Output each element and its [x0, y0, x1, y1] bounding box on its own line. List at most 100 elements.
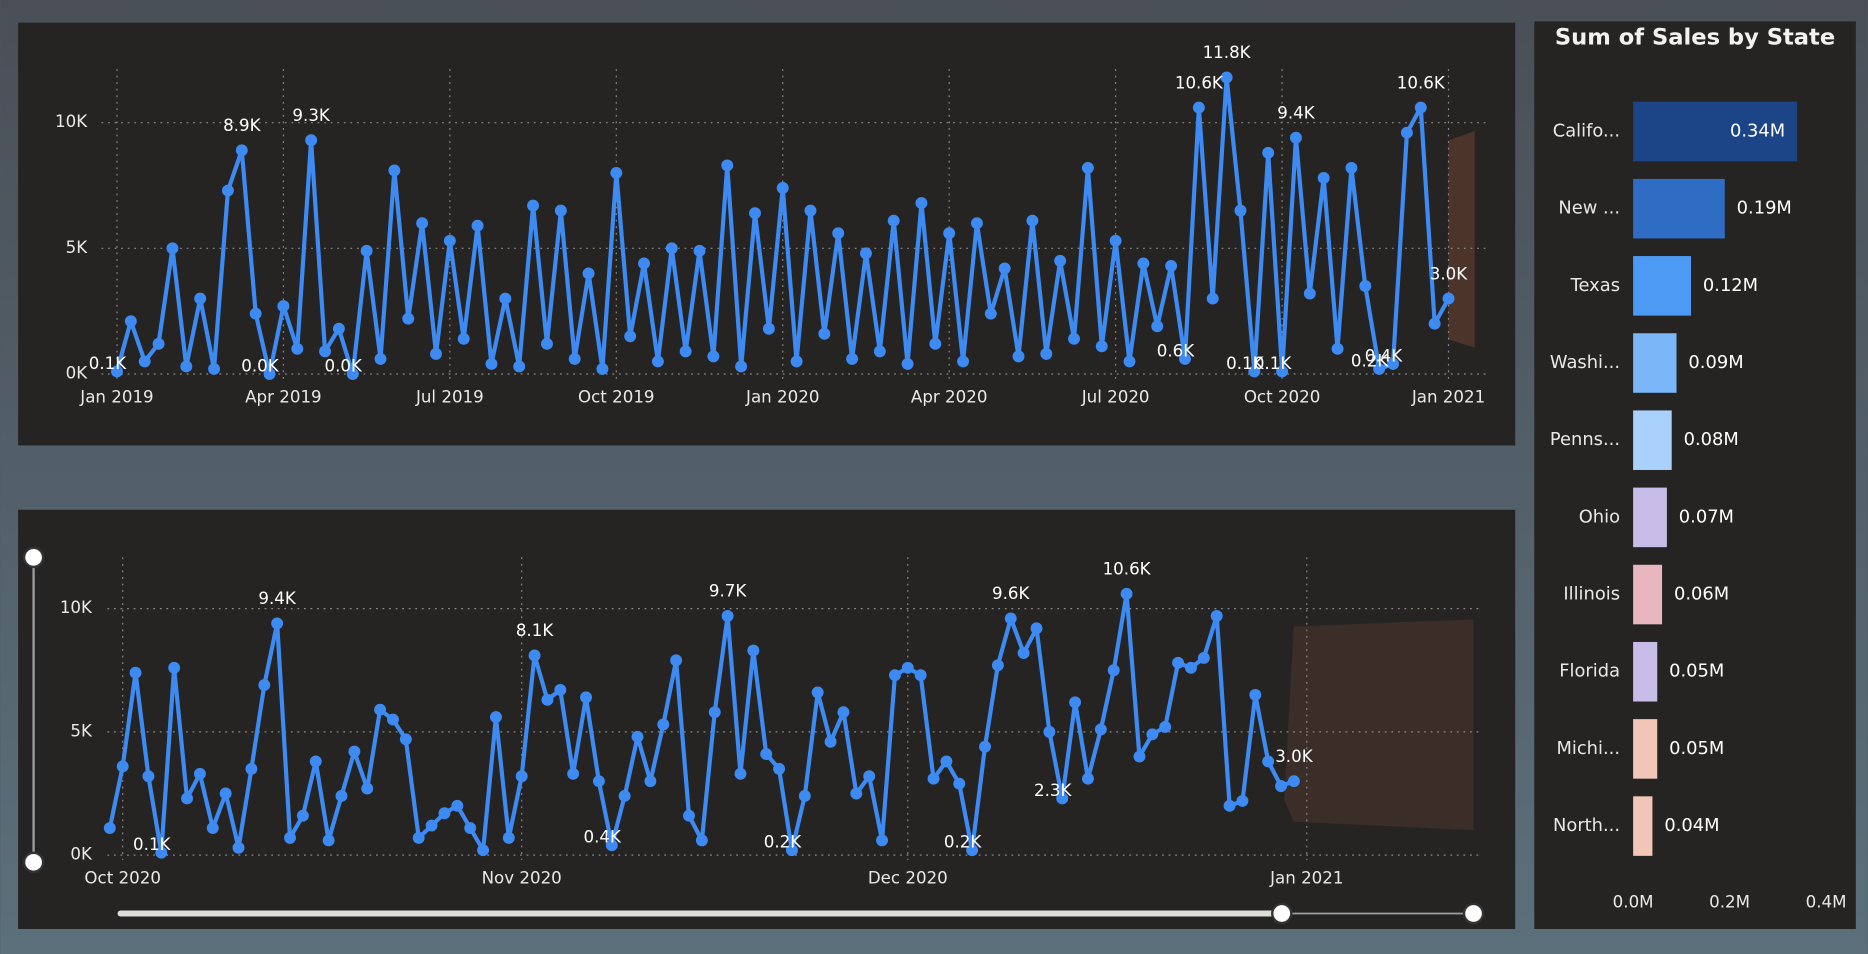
- data-point: [258, 679, 271, 691]
- y-tick-label: Ohio: [1579, 506, 1620, 527]
- data-label: 0.2K: [764, 833, 802, 852]
- y-tick-label: North...: [1553, 815, 1620, 836]
- data-point: [762, 322, 775, 335]
- data-point: [1210, 610, 1223, 622]
- data-point: [360, 244, 373, 257]
- data-point: [638, 257, 650, 270]
- data-point: [194, 292, 207, 305]
- x-tick-label: Oct 2020: [1244, 387, 1320, 406]
- data-label: 8.1K: [516, 621, 554, 640]
- data-point: [152, 337, 165, 350]
- x-tick-label: Jan 2020: [745, 387, 819, 406]
- x-tick-label: Jan 2021: [1269, 868, 1343, 887]
- data-point: [305, 134, 318, 147]
- data-point: [208, 362, 221, 375]
- data-label: 0.34M: [1730, 120, 1785, 141]
- data-point: [1206, 292, 1219, 305]
- y-tick-label: Michi...: [1557, 738, 1621, 759]
- data-point: [1030, 622, 1043, 635]
- data-label: 0.05M: [1669, 738, 1724, 759]
- data-point: [940, 755, 953, 768]
- data-point: [644, 775, 657, 788]
- data-point: [402, 312, 415, 325]
- y-tick-label: Texas: [1570, 275, 1620, 296]
- x-tick-label: 0.2M: [1709, 892, 1750, 911]
- data-point: [489, 711, 502, 724]
- data-point: [1223, 799, 1236, 812]
- y-tick-label: 0K: [70, 845, 93, 864]
- data-point: [979, 740, 991, 753]
- y-tick-label: Penns...: [1550, 429, 1620, 450]
- data-point: [528, 649, 541, 662]
- data-point: [1192, 101, 1205, 114]
- data-point: [811, 686, 824, 699]
- data-point: [464, 822, 477, 834]
- data-point: [284, 831, 296, 844]
- data-label: 11.8K: [1203, 43, 1252, 62]
- data-point: [296, 809, 309, 822]
- data-point: [541, 693, 554, 706]
- data-point: [477, 844, 490, 857]
- data-label: 0.1K: [89, 354, 127, 373]
- data-point: [873, 345, 886, 358]
- bar: [1633, 719, 1658, 779]
- y-tick-label: Illinois: [1563, 584, 1620, 605]
- data-point: [1012, 350, 1025, 363]
- data-point: [860, 247, 872, 260]
- data-label: 0.08M: [1684, 429, 1739, 450]
- data-point: [142, 770, 155, 783]
- slider-handle[interactable]: [1271, 902, 1293, 925]
- slider-handle[interactable]: [1462, 902, 1485, 925]
- data-label: 0.4K: [584, 828, 622, 847]
- bar: [1633, 178, 1725, 239]
- data-point: [970, 217, 983, 230]
- x-tick-label: Apr 2019: [245, 387, 322, 406]
- data-point: [346, 368, 359, 380]
- data-point: [1236, 794, 1249, 807]
- data-point: [515, 770, 528, 783]
- bar: [1633, 564, 1663, 625]
- data-point: [180, 360, 193, 373]
- data-point: [786, 844, 798, 857]
- data-point: [554, 204, 567, 217]
- data-point: [124, 315, 137, 328]
- data-label: 10.6K: [1103, 559, 1152, 578]
- y-tick-label: 0K: [66, 363, 89, 382]
- data-point: [451, 799, 464, 812]
- data-point: [832, 227, 845, 240]
- data-point: [348, 745, 361, 758]
- data-point: [568, 352, 581, 365]
- slider-handle[interactable]: [22, 851, 45, 874]
- data-point: [181, 792, 193, 805]
- data-point: [901, 661, 914, 674]
- data-point: [322, 834, 335, 847]
- x-tick-label: Oct 2019: [578, 387, 654, 406]
- data-point: [249, 307, 262, 320]
- data-point: [277, 300, 290, 313]
- data-point: [1289, 131, 1302, 144]
- data-point: [485, 357, 498, 370]
- chart-title: Sum of Sales by State: [1555, 25, 1835, 51]
- data-point: [309, 755, 322, 768]
- data-point: [540, 337, 553, 350]
- data-point: [580, 691, 592, 704]
- data-point: [1249, 688, 1262, 701]
- data-label: 10.6K: [1397, 73, 1446, 92]
- x-tick-label: Nov 2020: [482, 868, 562, 887]
- data-point: [1017, 647, 1030, 659]
- data-point: [1428, 317, 1441, 330]
- data-point: [219, 787, 232, 800]
- data-point: [790, 355, 803, 368]
- data-point: [193, 767, 206, 780]
- data-point: [707, 350, 720, 363]
- data-point: [103, 822, 116, 834]
- data-label: 10.6K: [1175, 73, 1224, 92]
- slider-handle[interactable]: [22, 546, 45, 569]
- data-point: [683, 809, 695, 822]
- data-point: [734, 767, 747, 780]
- bar: [1633, 333, 1677, 393]
- data-point: [387, 713, 399, 726]
- bar: [1633, 487, 1667, 548]
- data-point: [596, 362, 609, 375]
- data-point: [1159, 720, 1172, 733]
